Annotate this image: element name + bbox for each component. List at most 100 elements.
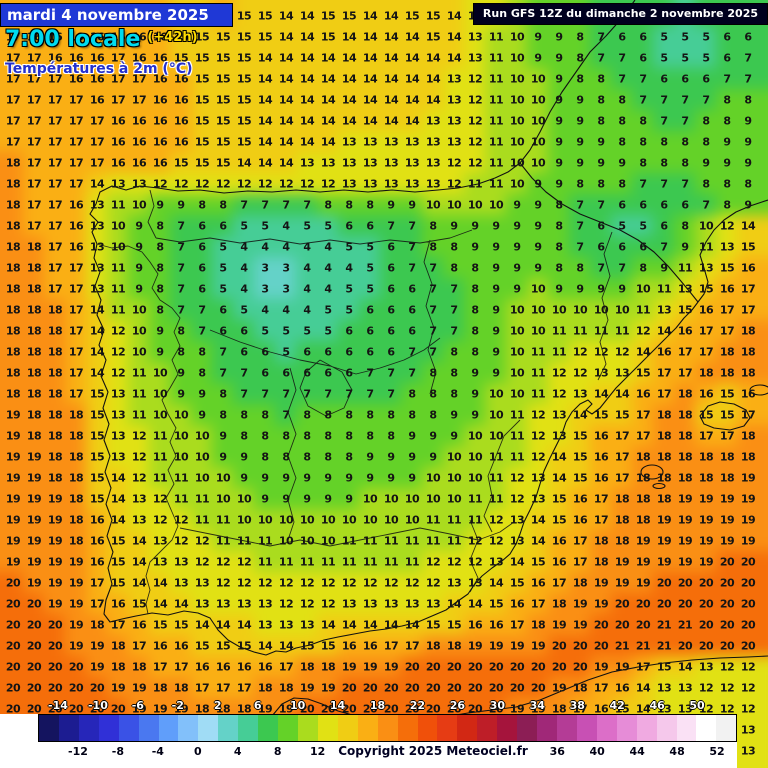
temp-value: 14 [404, 618, 420, 632]
temp-value: 11 [656, 282, 672, 296]
temp-value: 13 [530, 471, 546, 485]
temp-value: 7 [282, 408, 290, 422]
temp-value: 11 [215, 534, 231, 548]
temp-value: 12 [719, 660, 735, 674]
temp-value: 9 [303, 492, 311, 506]
temp-value: 20 [740, 597, 756, 611]
temp-value: 14 [152, 576, 168, 590]
temp-value: 7 [177, 219, 185, 233]
temp-value: 7 [408, 345, 416, 359]
temp-value: 14 [278, 639, 294, 653]
temp-value: 12 [719, 219, 735, 233]
temp-value: 9 [135, 240, 143, 254]
temp-value: 11 [488, 471, 504, 485]
temp-value: 14 [341, 72, 357, 86]
temp-value: 11 [110, 198, 126, 212]
temp-value: 12 [173, 177, 189, 191]
temp-value: 6 [387, 345, 395, 359]
temp-value: 19 [551, 681, 567, 695]
temp-value: 17 [719, 303, 735, 317]
temp-value: 18 [68, 513, 84, 527]
temp-value: 11 [194, 513, 210, 527]
temp-value: 9 [597, 156, 605, 170]
temp-value: 8 [597, 93, 605, 107]
temp-value: 18 [47, 471, 63, 485]
temp-value: 8 [324, 198, 332, 212]
temp-value: 10 [509, 366, 525, 380]
temp-value: 6 [219, 303, 227, 317]
temp-value: 16 [173, 93, 189, 107]
temp-value: 8 [282, 450, 290, 464]
temp-cell [64, 46, 88, 70]
temp-value: 18 [68, 408, 84, 422]
temp-value: 17 [551, 576, 567, 590]
temp-value: 18 [47, 450, 63, 464]
temp-value: 19 [47, 576, 63, 590]
temp-value: 19 [614, 555, 630, 569]
temp-value: 6 [723, 51, 731, 65]
temp-value: 13 [404, 177, 420, 191]
temp-value: 4 [303, 240, 311, 254]
temp-cell [22, 88, 46, 112]
temp-value: 9 [345, 492, 353, 506]
temp-value: 17 [26, 114, 42, 128]
temp-value: 12 [152, 177, 168, 191]
temp-value: 17 [68, 303, 84, 317]
temp-value: 18 [572, 576, 588, 590]
temp-value: 18 [677, 429, 693, 443]
temp-value: 12 [383, 576, 399, 590]
temp-value: 11 [488, 156, 504, 170]
temp-value: 6 [261, 345, 269, 359]
temp-value: 7 [303, 387, 311, 401]
temp-value: 10 [488, 198, 504, 212]
scale-segment [258, 715, 279, 741]
temp-value: 7 [702, 198, 710, 212]
temp-value: 20 [467, 681, 483, 695]
temp-value: 14 [278, 114, 294, 128]
temp-value: 15 [698, 282, 714, 296]
temp-value: 9 [597, 135, 605, 149]
temp-value: 8 [366, 429, 374, 443]
temp-value: 12 [236, 576, 252, 590]
temp-value: 18 [299, 660, 315, 674]
temp-value: 15 [530, 555, 546, 569]
temp-value: 14 [320, 51, 336, 65]
temp-value: 9 [471, 366, 479, 380]
temp-value: 11 [488, 135, 504, 149]
temp-value: 13 [551, 408, 567, 422]
scale-label: 4 [233, 745, 242, 758]
temp-cell [1, 109, 25, 133]
temp-value: 8 [471, 261, 479, 275]
temp-value: 11 [509, 429, 525, 443]
temp-value: 16 [68, 219, 84, 233]
temp-value: 10 [551, 303, 567, 317]
temp-value: 20 [509, 681, 525, 695]
temp-value: 14 [383, 114, 399, 128]
temp-value: 13 [320, 156, 336, 170]
temp-value: 19 [719, 534, 735, 548]
temp-value: 11 [509, 450, 525, 464]
temp-value: 16 [89, 513, 105, 527]
temp-value: 8 [639, 114, 647, 128]
temp-value: 7 [450, 324, 458, 338]
temp-value: 17 [47, 198, 63, 212]
temp-value: 17 [698, 324, 714, 338]
temp-value: 14 [278, 30, 294, 44]
temp-value: 13 [89, 198, 105, 212]
temp-value: 5 [324, 303, 332, 317]
scale-label: 6 [253, 699, 262, 712]
temp-value: 10 [509, 51, 525, 65]
scale-segment [118, 715, 139, 741]
temp-value: 5 [240, 303, 248, 317]
temp-value: 19 [5, 450, 21, 464]
temp-value: 17 [68, 135, 84, 149]
temp-value: 7 [261, 387, 269, 401]
temp-value: 18 [5, 324, 21, 338]
temp-value: 12 [278, 576, 294, 590]
temp-value: 13 [362, 156, 378, 170]
temp-value: 16 [740, 261, 756, 275]
temp-value: 4 [324, 240, 332, 254]
temp-value: 18 [152, 681, 168, 695]
temp-value: 20 [467, 660, 483, 674]
temp-value: 13 [593, 366, 609, 380]
